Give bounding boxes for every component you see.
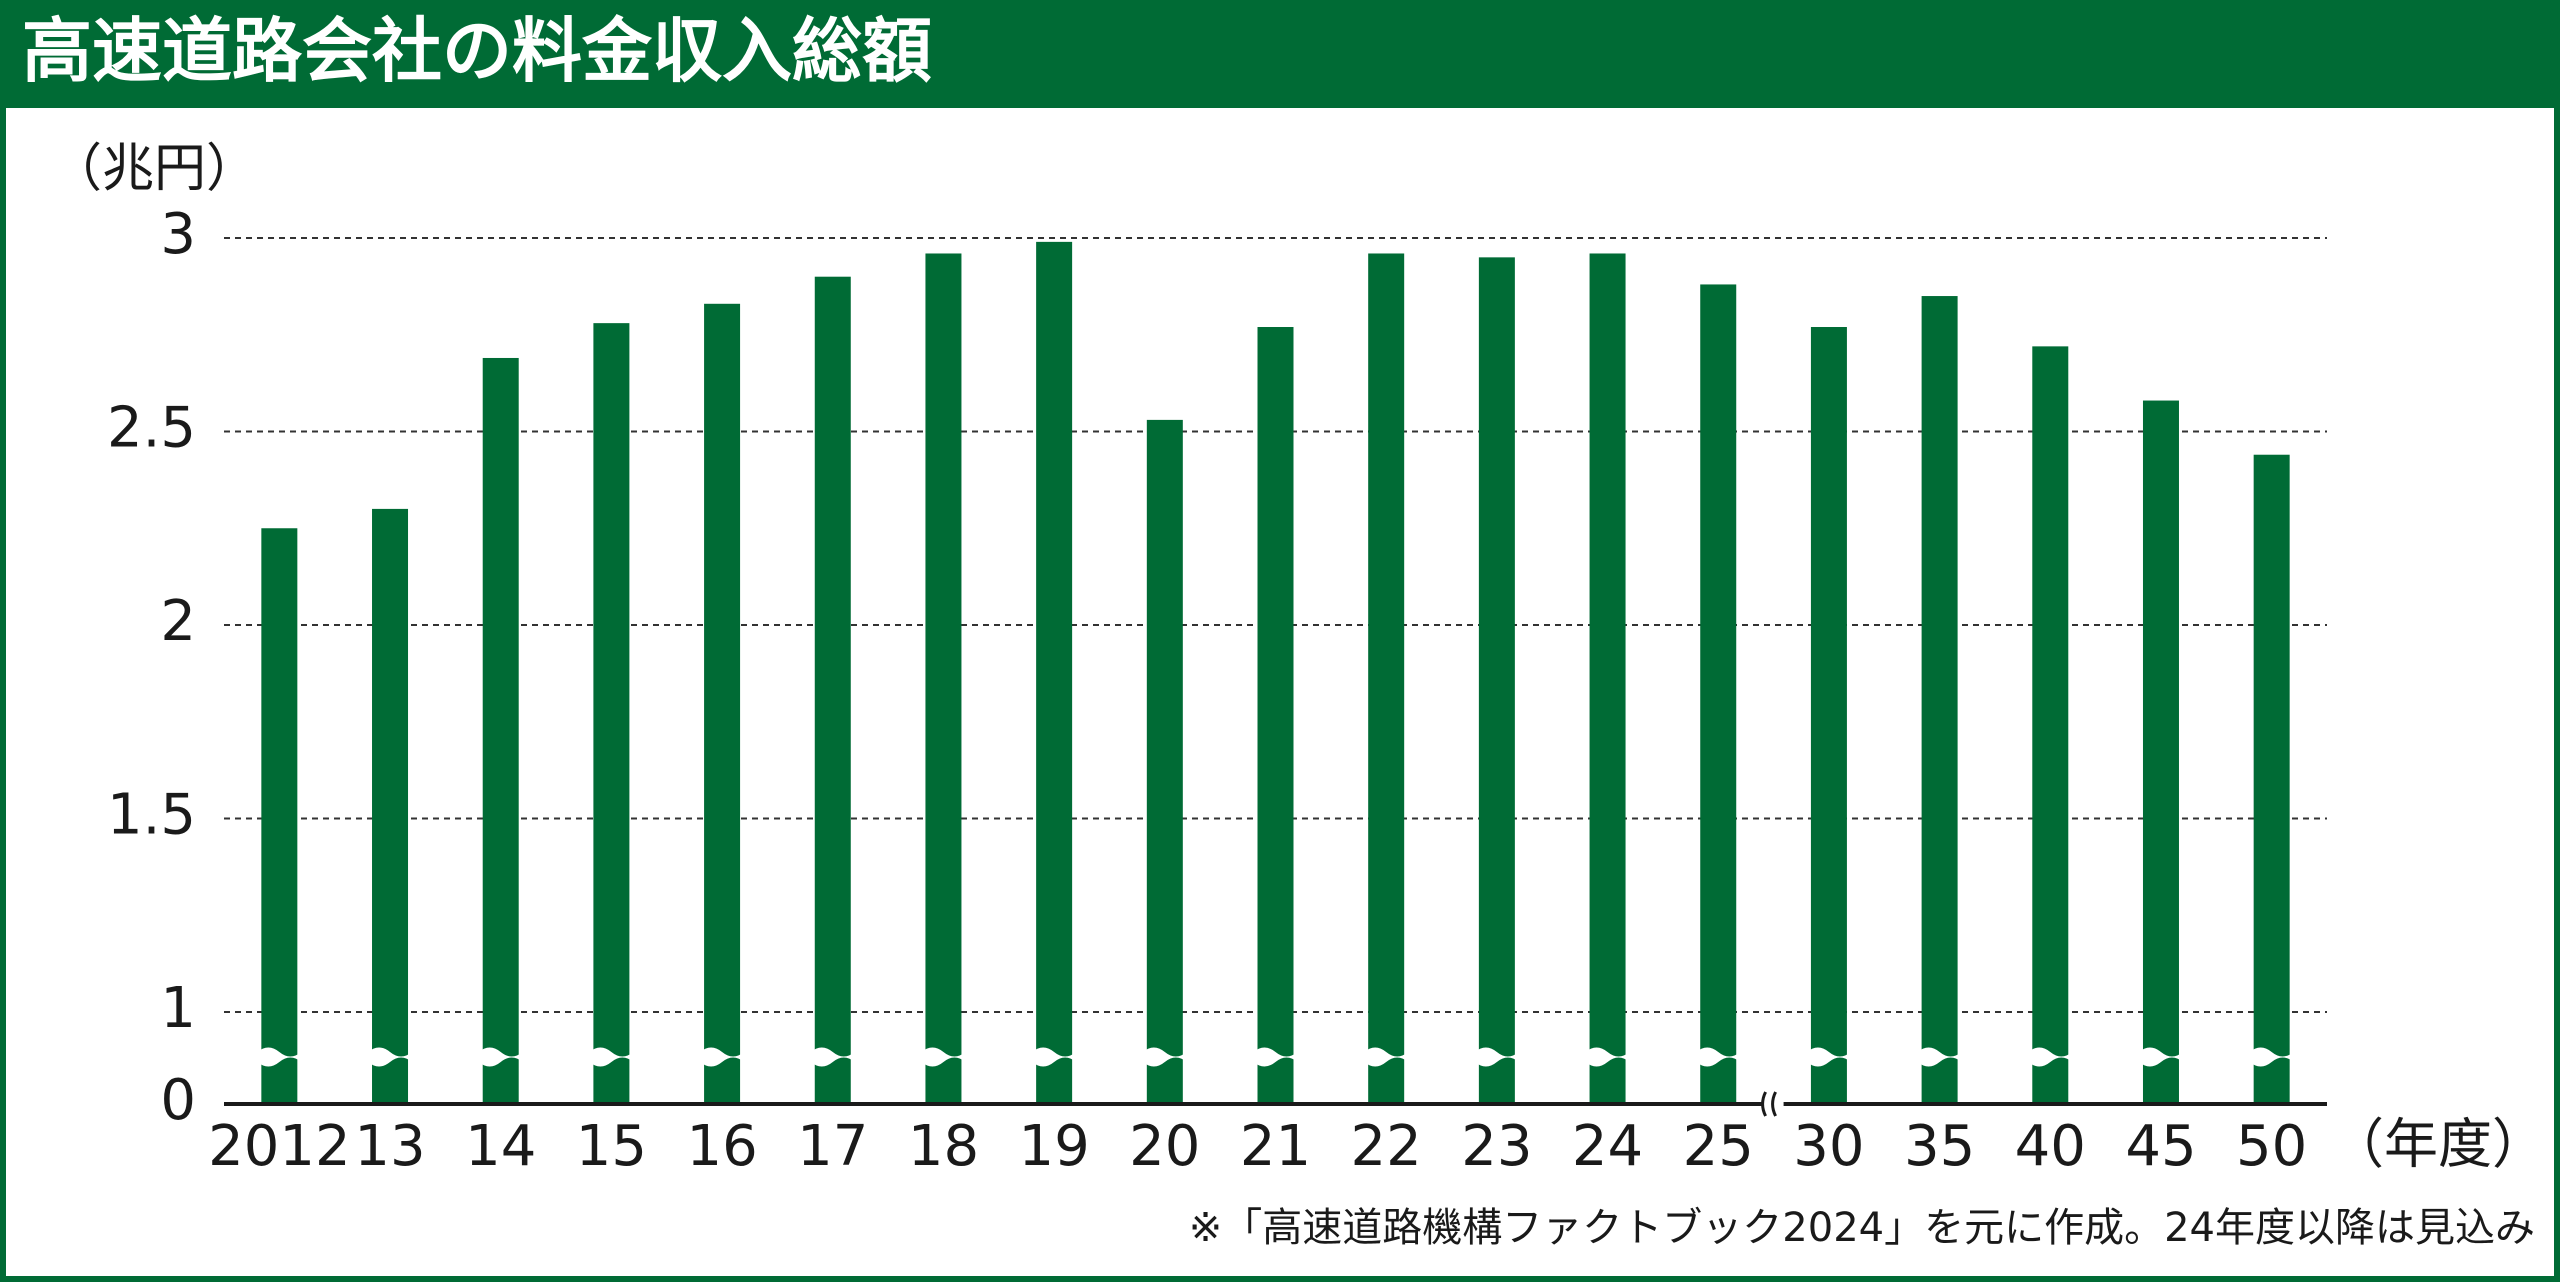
bar-break (1696, 1047, 1741, 1067)
footnote: ※「高速道路機構ファクトブック2024」を元に作成。24年度以降は見込み (1189, 1205, 2535, 1251)
bar (1146, 419, 1183, 1104)
bar-break (2249, 1047, 2294, 1067)
bar (1700, 284, 1737, 1104)
y-tick-label: 2.5 (107, 396, 196, 461)
x-tick-label: 23 (1461, 1114, 1532, 1179)
y-tick-label: 1.5 (107, 783, 196, 848)
bar (482, 357, 519, 1105)
bar (925, 253, 962, 1105)
bar-break (921, 1047, 966, 1067)
bar-break (368, 1047, 413, 1067)
bar (593, 323, 630, 1104)
x-tick-label: 45 (2125, 1114, 2196, 1179)
bar-break (1806, 1047, 1851, 1067)
x-tick-label: 2012 (208, 1114, 351, 1179)
x-tick-label: 40 (2015, 1114, 2086, 1179)
x-tick-label: 16 (686, 1114, 757, 1179)
bar-break (1032, 1047, 1077, 1067)
bar-break (1585, 1047, 1630, 1067)
x-tick-label: 21 (1240, 1114, 1311, 1179)
bar (2032, 346, 2069, 1104)
bar-break (1142, 1047, 1187, 1067)
x-tick-label: 18 (908, 1114, 979, 1179)
x-tick-label: 17 (797, 1114, 868, 1179)
bar-break (1474, 1047, 1519, 1067)
bar (2142, 400, 2179, 1104)
bar (2253, 454, 2290, 1105)
x-tick-label: 30 (1793, 1114, 1864, 1179)
bar (372, 508, 409, 1104)
bar-break (700, 1047, 745, 1067)
x-axis-break (1761, 1091, 1777, 1117)
x-tick-label: 50 (2236, 1114, 2307, 1179)
chart-title: 高速道路会社の料金収入総額 (22, 10, 932, 92)
bar (1257, 327, 1294, 1104)
bar-break (810, 1047, 855, 1067)
x-tick-label: 15 (576, 1114, 647, 1179)
bar (1368, 253, 1405, 1105)
bar-break (2028, 1047, 2073, 1067)
y-tick-label: 0 (160, 1068, 196, 1133)
bar (1478, 257, 1515, 1105)
bar-break (1253, 1047, 1298, 1067)
x-tick-label: 25 (1683, 1114, 1754, 1179)
bar (1036, 241, 1073, 1104)
x-tick-label: 19 (1018, 1114, 1089, 1179)
y-tick-label: 2 (160, 589, 196, 654)
x-tick-label: 35 (1904, 1114, 1975, 1179)
x-tick-label: 14 (465, 1114, 536, 1179)
bar-break (478, 1047, 523, 1067)
x-tick-label: 13 (354, 1114, 425, 1179)
x-axis-label: （年度） (2330, 1113, 2546, 1176)
y-axis-label: （兆円） (50, 139, 258, 199)
bar (1921, 296, 1958, 1104)
title-bar (0, 0, 2560, 108)
bar-break (2138, 1047, 2183, 1067)
x-tick-label: 24 (1572, 1114, 1643, 1179)
x-tick-label: 22 (1351, 1114, 1422, 1179)
bar-break (1364, 1047, 1409, 1067)
x-tick-label: 20 (1129, 1114, 1200, 1179)
bar (1810, 327, 1847, 1104)
bar (704, 303, 741, 1104)
bar (1589, 253, 1626, 1105)
bar-break (257, 1047, 302, 1067)
bar (261, 528, 298, 1104)
y-tick-label: 1 (160, 976, 196, 1041)
bar-break (589, 1047, 634, 1067)
y-tick-label: 3 (160, 202, 196, 267)
bar (814, 276, 851, 1104)
bar-break (1917, 1047, 1962, 1067)
